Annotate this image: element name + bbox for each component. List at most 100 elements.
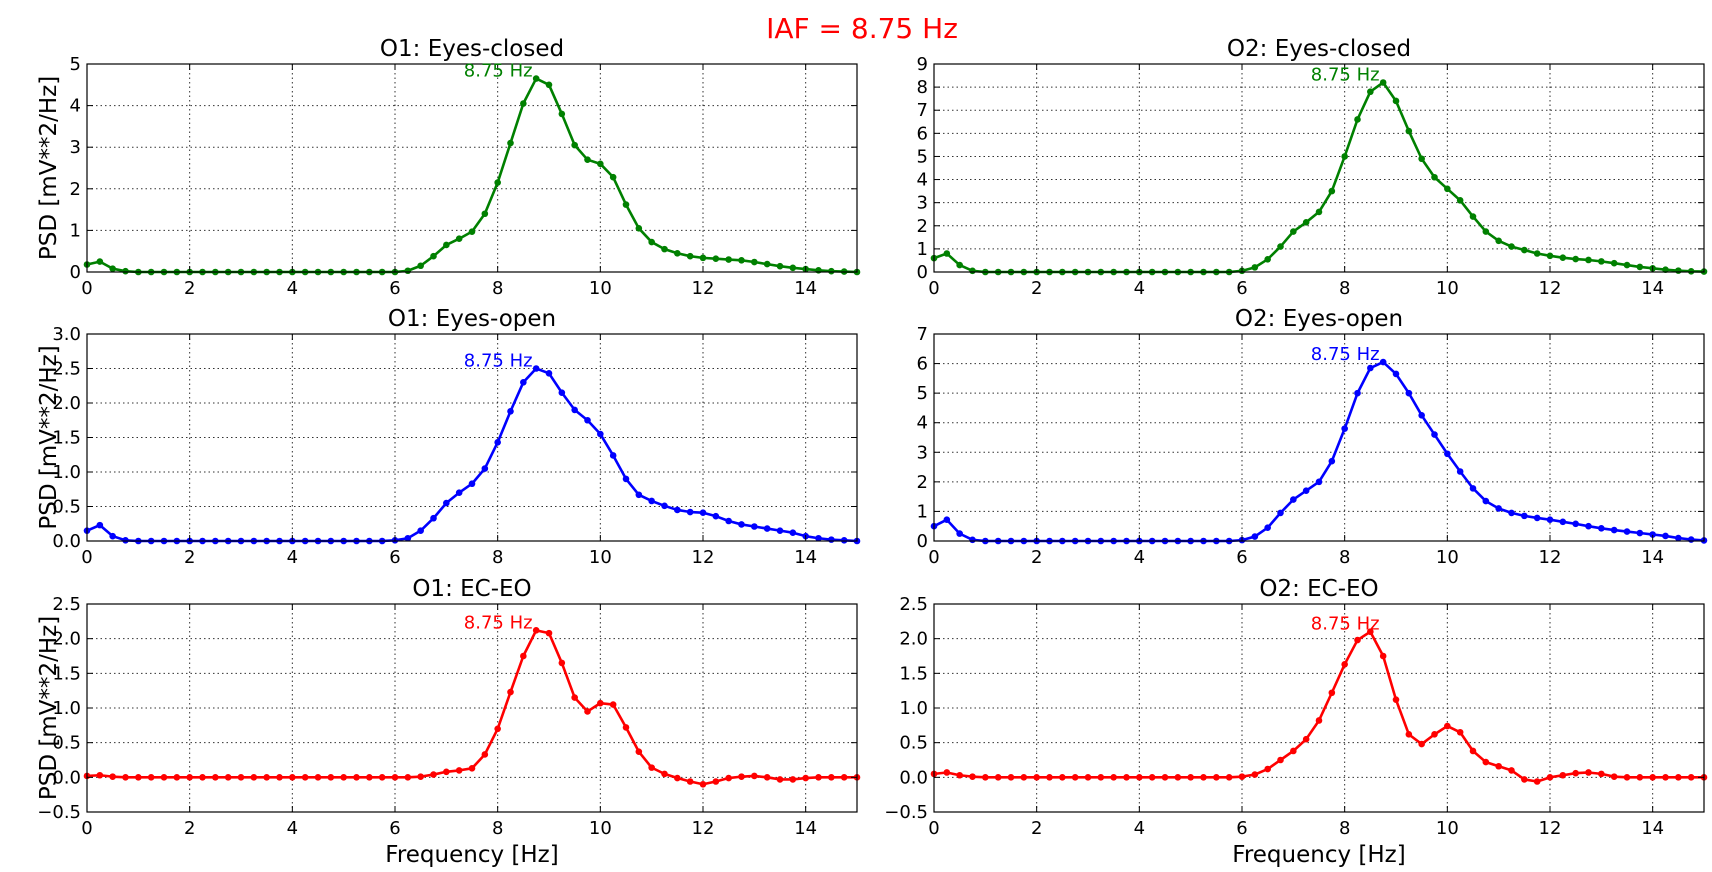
x-tick-label: 4	[1134, 547, 1145, 568]
data-point	[661, 770, 668, 778]
x-tick-label: 10	[1436, 818, 1459, 839]
x-tick-label: 14	[1641, 547, 1664, 568]
data-point	[1687, 268, 1695, 275]
data-point	[1020, 774, 1028, 781]
x-tick-label: 12	[1539, 278, 1562, 299]
data-point	[1623, 528, 1631, 535]
x-tick-label: 10	[1436, 278, 1459, 299]
x-tick-label: 12	[692, 547, 715, 568]
data-point	[1456, 468, 1464, 475]
data-point	[571, 694, 578, 701]
data-point	[1482, 228, 1490, 235]
y-tick-label: 3	[70, 137, 81, 158]
y-tick-label: 2.5	[899, 594, 928, 615]
y-tick-label: 4	[917, 413, 928, 434]
data-point	[1521, 246, 1528, 254]
data-point	[1572, 255, 1579, 263]
x-tick-label: 8	[1339, 547, 1350, 568]
data-point	[1610, 259, 1618, 267]
data-point	[622, 201, 630, 208]
data-point	[1187, 774, 1194, 781]
data-point	[609, 701, 617, 708]
data-point	[725, 517, 732, 525]
data-point	[815, 774, 822, 781]
y-tick-label: 8	[917, 77, 928, 98]
data-point	[1007, 774, 1015, 781]
data-point	[1636, 774, 1644, 781]
data-point	[417, 527, 424, 534]
data-point	[815, 267, 822, 274]
x-tick-label: 4	[1134, 278, 1145, 299]
y-axis-label: PSD [mV**2/Hz]	[36, 616, 62, 800]
data-point	[1354, 389, 1361, 397]
data-point	[789, 529, 797, 537]
data-point	[1136, 774, 1143, 781]
data-point	[1251, 264, 1259, 271]
data-point	[237, 774, 245, 781]
data-point	[712, 255, 720, 262]
data-point	[661, 502, 668, 510]
data-point	[1264, 524, 1271, 531]
y-tick-label: 7	[917, 324, 928, 345]
x-tick-label: 14	[1641, 818, 1664, 839]
data-point	[725, 774, 732, 782]
figure-title: IAF = 8.75 Hz	[766, 12, 958, 45]
data-point	[1456, 728, 1464, 736]
x-tick-label: 2	[1031, 818, 1042, 839]
axes-frame	[933, 63, 1705, 273]
data-point	[982, 774, 989, 781]
data-point	[1418, 740, 1425, 748]
y-tick-label: 1.0	[52, 698, 81, 719]
data-point	[494, 725, 501, 733]
y-tick-label: 0	[70, 262, 81, 283]
subplot-title: O1: Eyes-open	[388, 306, 556, 332]
data-point	[1200, 774, 1207, 781]
y-tick-label: 0	[917, 262, 928, 283]
data-point	[712, 778, 720, 785]
data-point	[1290, 496, 1297, 503]
data-point	[250, 774, 258, 781]
data-point	[1469, 213, 1477, 220]
data-point	[622, 724, 630, 731]
data-point	[1251, 533, 1259, 540]
y-tick-label: 1.0	[52, 462, 81, 483]
data-point	[776, 527, 784, 534]
data-point	[609, 452, 617, 459]
data-point	[1585, 769, 1592, 776]
data-point	[455, 235, 463, 243]
x-tick-label: 4	[287, 547, 298, 568]
x-tick-label: 10	[589, 278, 612, 299]
data-point	[584, 416, 591, 424]
data-point	[1546, 774, 1554, 781]
data-point	[507, 688, 514, 696]
data-point	[571, 141, 578, 149]
series-line	[86, 77, 858, 274]
data-point	[276, 774, 283, 781]
data-point	[1431, 173, 1438, 181]
data-point	[738, 521, 745, 528]
data-point	[520, 379, 527, 386]
x-tick-label: 8	[492, 278, 503, 299]
x-tick-label: 12	[692, 278, 715, 299]
data-point	[776, 262, 784, 270]
data-point	[635, 748, 643, 755]
x-tick-label: 2	[1031, 278, 1042, 299]
data-point	[468, 765, 476, 772]
y-axis-label: PSD [mV**2/Hz]	[36, 76, 62, 260]
data-point	[481, 210, 489, 218]
x-tick-label: 4	[287, 278, 298, 299]
data-point	[597, 160, 604, 168]
data-point	[828, 536, 835, 543]
x-tick-label: 8	[1339, 818, 1350, 839]
data-point	[1315, 717, 1323, 724]
data-point	[751, 258, 758, 266]
data-point	[1302, 735, 1310, 743]
y-tick-label: 2.5	[52, 594, 81, 615]
data-point	[943, 769, 951, 776]
data-point	[1354, 636, 1361, 644]
data-point	[289, 774, 296, 781]
data-point	[391, 774, 399, 781]
data-point	[160, 774, 168, 781]
data-point	[840, 774, 848, 781]
